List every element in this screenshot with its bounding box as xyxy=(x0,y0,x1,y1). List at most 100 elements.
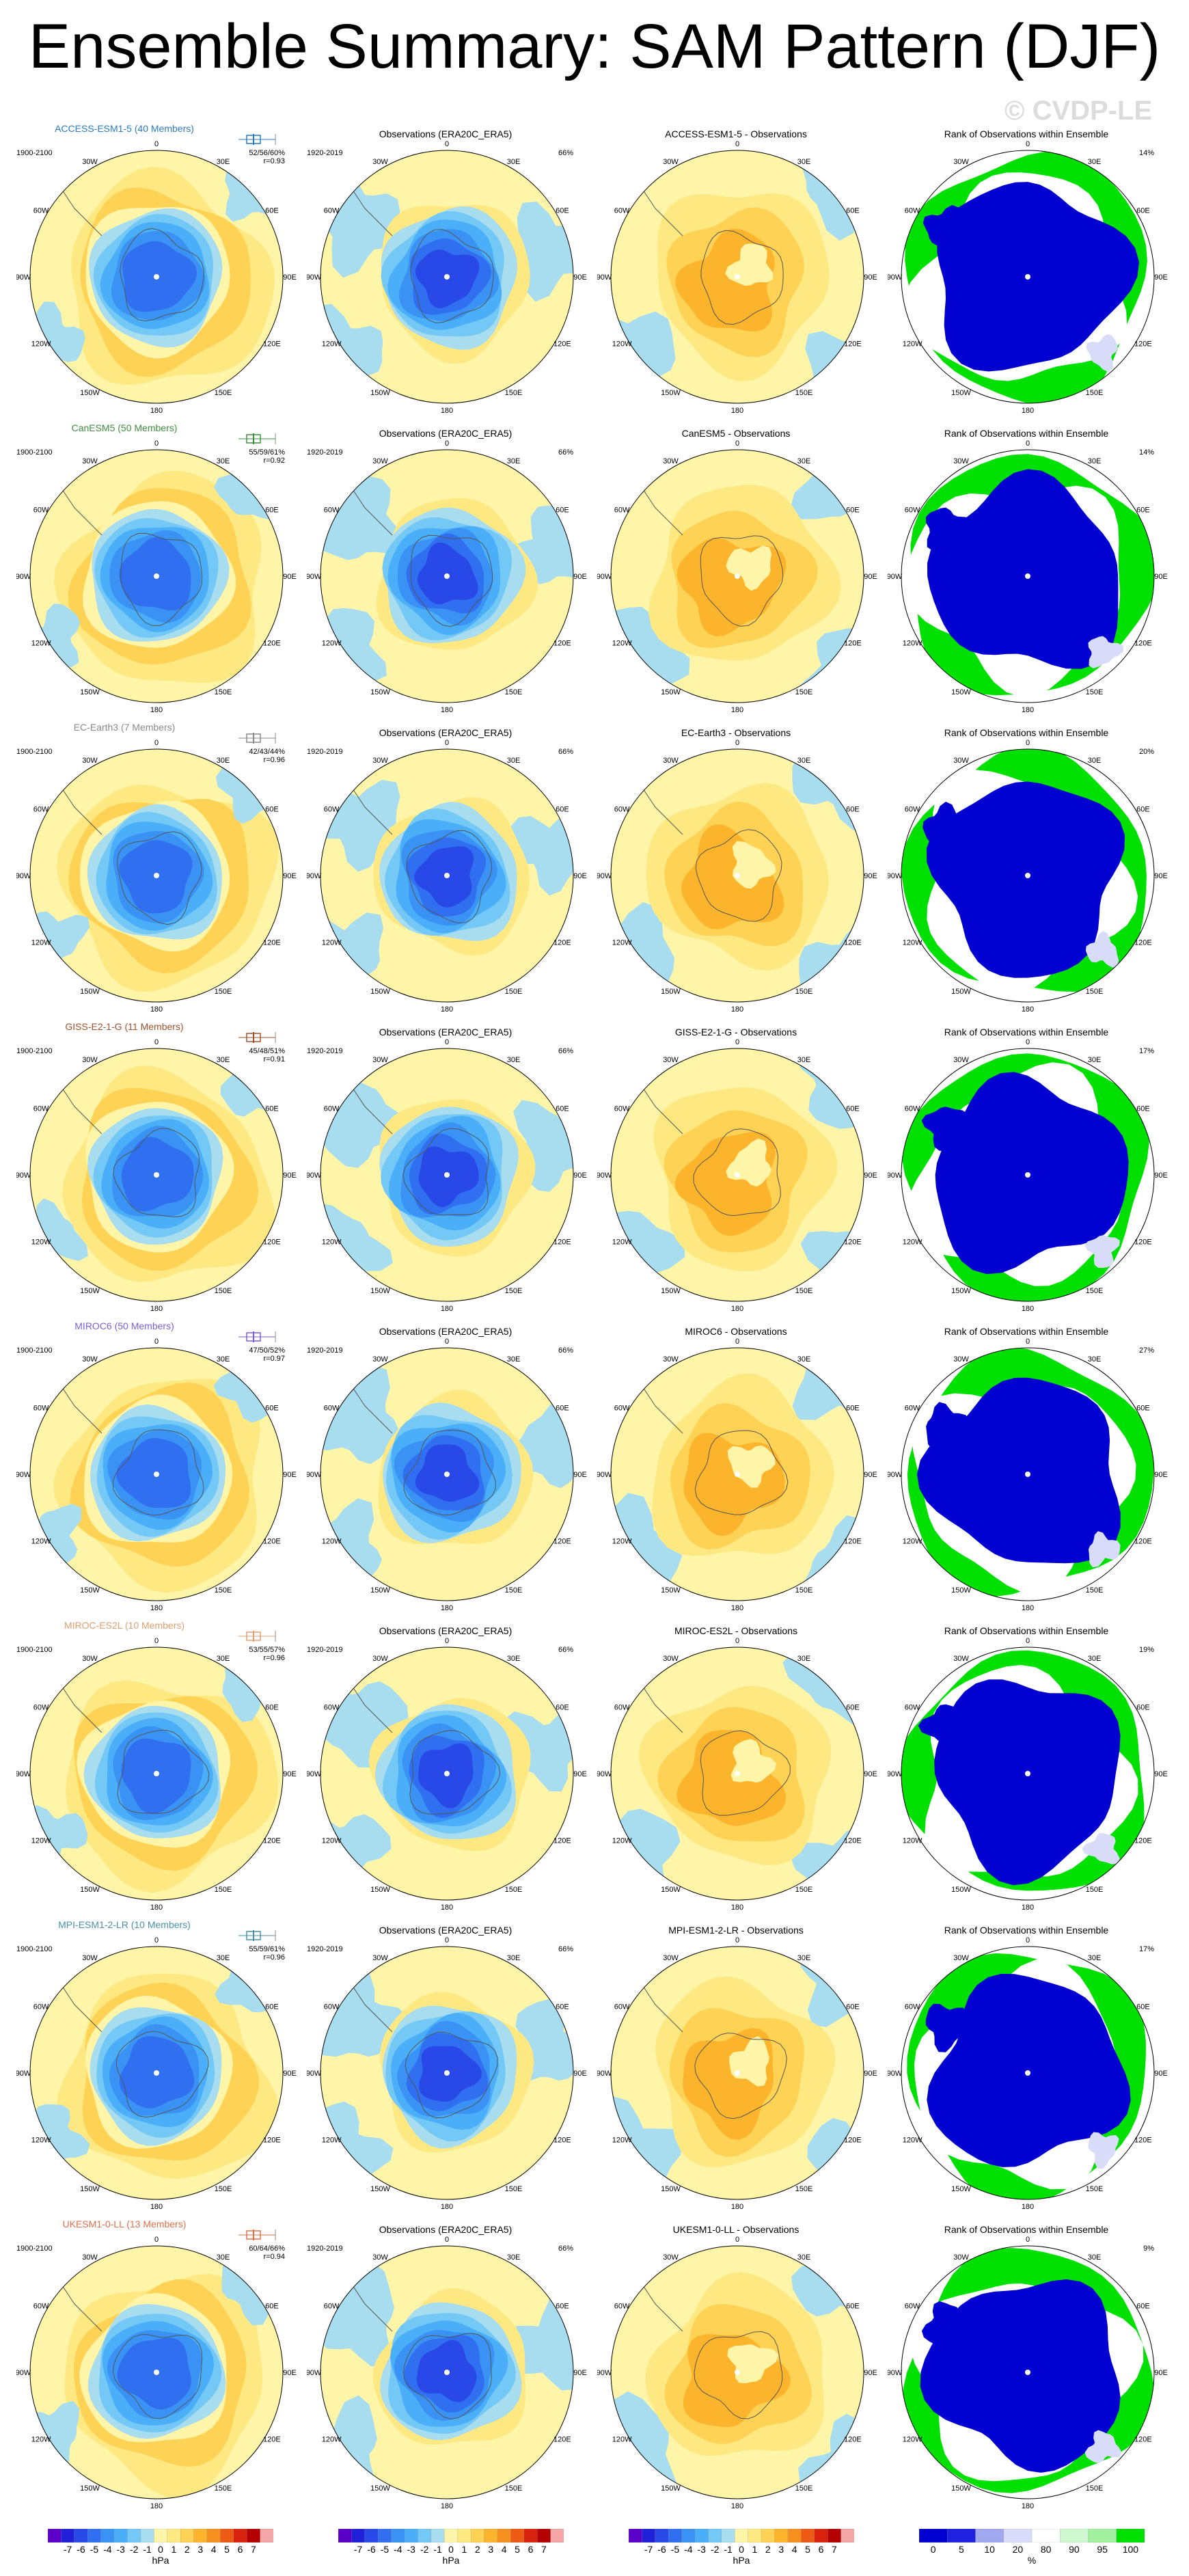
colorbar-tick-label: 5 xyxy=(805,2544,810,2555)
svg-text:90E: 90E xyxy=(864,1770,877,1778)
svg-text:60E: 60E xyxy=(265,1704,279,1712)
svg-text:120E: 120E xyxy=(844,1538,862,1546)
svg-text:60E: 60E xyxy=(556,2303,569,2311)
svg-text:30E: 30E xyxy=(217,1056,230,1064)
svg-text:60E: 60E xyxy=(556,806,569,814)
colorbar-diff: -7 -6 -5 -4 -3 -2 -1 0 1 2 3 4 5 6 7 hPa xyxy=(628,2528,855,2570)
colorbar-swatch xyxy=(61,2528,75,2543)
colorbar-swatch xyxy=(1116,2528,1145,2543)
svg-text:90E: 90E xyxy=(1154,2070,1168,2078)
stats-box: 53/55/57% r=0.96 xyxy=(223,1646,285,1662)
colorbar-swatch xyxy=(127,2528,141,2543)
colorbar-swatch xyxy=(774,2528,789,2543)
svg-text:90E: 90E xyxy=(283,1471,297,1479)
svg-text:120E: 120E xyxy=(1134,1238,1152,1247)
svg-text:120W: 120W xyxy=(903,2436,922,2444)
svg-text:90E: 90E xyxy=(283,2070,297,2078)
obs-panel: Observations (ERA20C_ERA5) 1920-2019 66% 0 3… xyxy=(299,123,592,422)
svg-text:60E: 60E xyxy=(846,806,860,814)
svg-text:0: 0 xyxy=(1026,140,1030,148)
svg-text:120E: 120E xyxy=(844,1837,862,1845)
obs-panel: Observations (ERA20C_ERA5) 1920-2019 66% 0 3… xyxy=(299,722,592,1021)
svg-text:120W: 120W xyxy=(322,2436,342,2444)
diff-panel: MIROC6 - Observations 0 30E 60E 90E 120E 150E 1… xyxy=(589,1320,883,1620)
svg-text:150E: 150E xyxy=(215,688,232,696)
rank-pct: 17% xyxy=(1138,1047,1154,1055)
svg-text:30W: 30W xyxy=(953,1954,969,1962)
svg-text:120W: 120W xyxy=(903,1238,922,1247)
svg-text:0: 0 xyxy=(154,1637,159,1645)
model-panel: CanESM5 (50 Members) 1900-2100 55/59/61% r=… xyxy=(8,422,302,722)
model-map: 0 30E 60E 90E 120E 150E 180 150W 120W 90W 60W 30W xyxy=(16,439,297,714)
colorbar-tick-label: -1 xyxy=(433,2544,442,2555)
colorbar-swatch xyxy=(457,2528,472,2543)
svg-text:0: 0 xyxy=(1026,439,1030,448)
diff-panel: MPI-ESM1-2-LR - Observations 0 30E 60E 90E 12… xyxy=(589,1919,883,2219)
svg-text:30E: 30E xyxy=(217,1954,230,1962)
colorbar-tick-label: 20 xyxy=(1012,2544,1024,2555)
svg-text:30E: 30E xyxy=(797,2253,811,2262)
svg-text:180: 180 xyxy=(441,1305,453,1313)
svg-text:30E: 30E xyxy=(507,1056,521,1064)
svg-text:30E: 30E xyxy=(507,1655,521,1663)
svg-text:90W: 90W xyxy=(307,1471,322,1479)
svg-text:0: 0 xyxy=(1026,1936,1030,1944)
diff-panel: ACCESS-ESM1-5 - Observations 0 30E 60E 90E 12… xyxy=(589,123,883,422)
colorbar-ticks: -7 -6 -5 -4 -3 -2 -1 0 1 2 3 4 5 6 7 xyxy=(629,2544,854,2555)
svg-text:90E: 90E xyxy=(283,1770,297,1778)
colorbar-tick-label: 7 xyxy=(250,2544,256,2555)
svg-text:90W: 90W xyxy=(597,1770,612,1778)
svg-text:60E: 60E xyxy=(556,2003,569,2011)
svg-text:0: 0 xyxy=(445,739,449,747)
svg-text:120E: 120E xyxy=(554,939,571,947)
svg-text:180: 180 xyxy=(150,1005,163,1014)
svg-text:60E: 60E xyxy=(1136,806,1150,814)
svg-text:120W: 120W xyxy=(612,640,632,648)
svg-text:120W: 120W xyxy=(31,640,51,648)
svg-text:0: 0 xyxy=(154,739,159,747)
rank-map: 0 30E 60E 90E 120E 150E 180 150W 120W 90W 60W 30W xyxy=(888,1038,1168,1313)
svg-text:90E: 90E xyxy=(1154,1171,1168,1180)
diff-map: 0 30E 60E 90E 120E 150E 180 150W 120W 90W 60W 30W xyxy=(597,739,877,1014)
svg-text:30E: 30E xyxy=(1088,2253,1102,2262)
svg-text:60W: 60W xyxy=(905,2003,920,2011)
svg-text:90E: 90E xyxy=(573,273,587,282)
diff-map: 0 30E 60E 90E 120E 150E 180 150W 120W 90W 60W 30W xyxy=(597,2236,877,2510)
svg-text:150W: 150W xyxy=(80,1287,100,1295)
svg-text:60E: 60E xyxy=(265,806,279,814)
colorbar-tick-label: 5 xyxy=(515,2544,520,2555)
obs-title: Observations (ERA20C_ERA5) xyxy=(379,428,512,439)
obs-map: 0 30E 60E 90E 120E 150E 180 150W 120W 90W 60W 30W xyxy=(307,1338,587,1612)
svg-text:30E: 30E xyxy=(217,1355,230,1364)
svg-text:0: 0 xyxy=(445,1038,449,1046)
rank-pct: 14% xyxy=(1138,448,1154,457)
colorbar-swatch xyxy=(167,2528,181,2543)
diff-title: GISS-E2-1-G - Observations xyxy=(674,1027,797,1038)
colorbar-tick-label: -7 xyxy=(63,2544,72,2555)
svg-text:60W: 60W xyxy=(33,207,49,215)
svg-text:30E: 30E xyxy=(1088,457,1102,465)
colorbar-swatch xyxy=(206,2528,221,2543)
svg-text:60E: 60E xyxy=(1136,2303,1150,2311)
svg-text:120W: 120W xyxy=(322,640,342,648)
colorbar-swatches xyxy=(338,2528,564,2543)
svg-text:90W: 90W xyxy=(888,1471,903,1479)
svg-text:30W: 30W xyxy=(953,457,969,465)
obs-panel: Observations (ERA20C_ERA5) 1920-2019 66% 0 3… xyxy=(299,422,592,722)
colorbar-tick-label: -4 xyxy=(103,2544,112,2555)
svg-text:90E: 90E xyxy=(1154,1770,1168,1778)
svg-text:180: 180 xyxy=(1022,407,1034,415)
colorbar-swatch xyxy=(721,2528,735,2543)
svg-text:150E: 150E xyxy=(505,988,523,996)
svg-text:150W: 150W xyxy=(661,988,681,996)
correlation-stats: r=0.96 xyxy=(263,1654,286,1662)
colorbar-swatch xyxy=(814,2528,828,2543)
rank-pct: 20% xyxy=(1138,748,1154,756)
svg-text:150E: 150E xyxy=(795,2185,813,2193)
period-label: 1920-2019 xyxy=(307,1047,343,1055)
svg-text:0: 0 xyxy=(445,439,449,448)
svg-text:60E: 60E xyxy=(265,1105,279,1113)
model-row: MIROC6 (50 Members) 1900-2100 47/50/52% r=0… xyxy=(0,1320,1189,1620)
colorbar-swatch xyxy=(708,2528,722,2543)
svg-text:120W: 120W xyxy=(322,2137,342,2145)
